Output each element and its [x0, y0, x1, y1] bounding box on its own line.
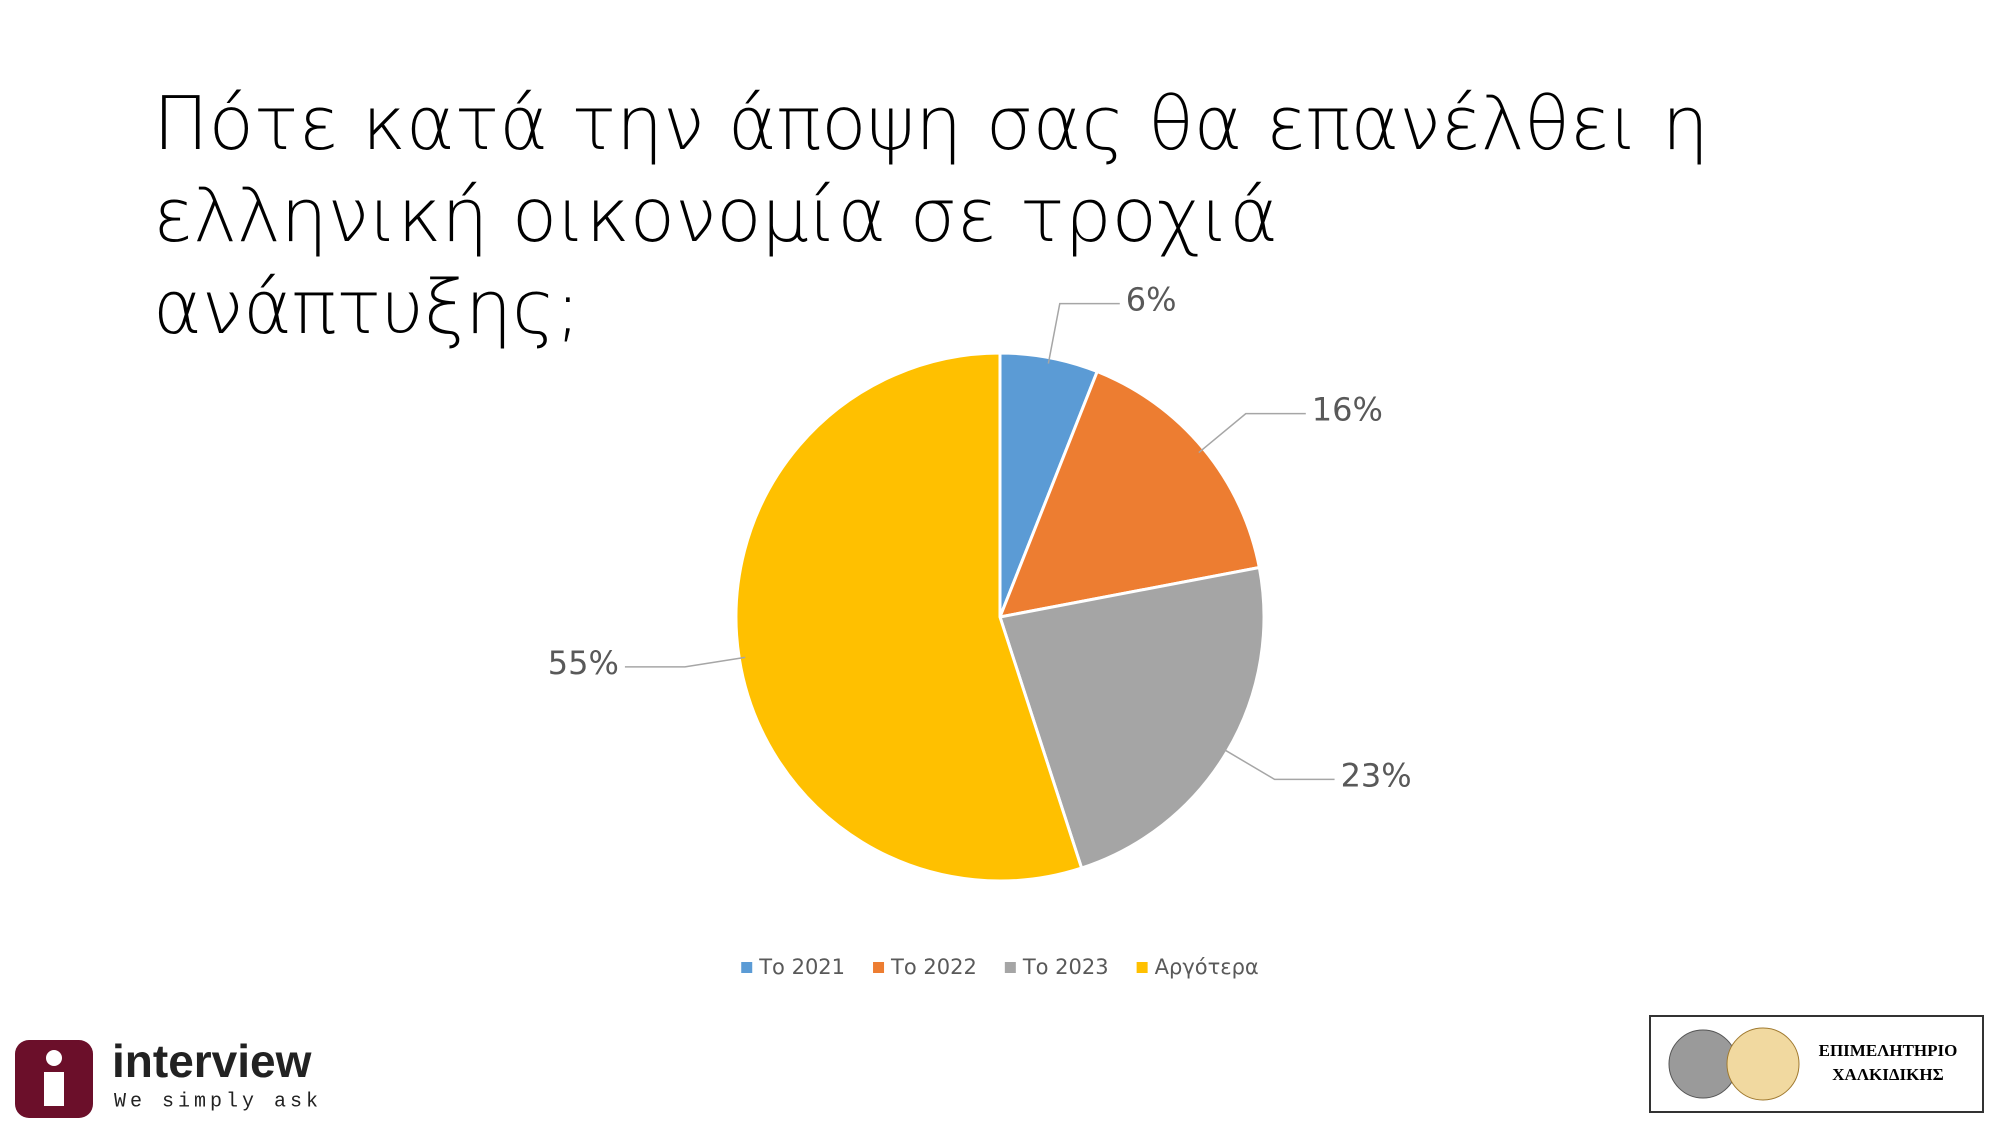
legend-marker	[873, 962, 885, 973]
logo-text: interview	[112, 1035, 312, 1087]
logo-dot	[46, 1050, 62, 1066]
legend-marker	[741, 962, 753, 973]
legend-label: Αργότερα	[1155, 955, 1259, 979]
interview-logo: interview We simply ask	[15, 1035, 322, 1118]
coin	[1726, 1027, 1800, 1101]
leader-line	[1198, 412, 1306, 454]
legend-marker	[1004, 962, 1016, 973]
data-label: 23%	[1341, 756, 1412, 794]
logo-stem	[44, 1072, 64, 1106]
legend-label: Το 2022	[890, 955, 977, 979]
chart-title: Πότε κατά την άποψη σας θα επανέλθει η ε…	[153, 81, 1709, 351]
logo-tagline: We simply ask	[114, 1090, 322, 1113]
logo-text: ΧΑΛΚΙΔΙΚΗΣ	[1832, 1065, 1943, 1084]
legend-label: Το 2023	[1022, 955, 1109, 979]
data-label: 16%	[1312, 391, 1383, 429]
leader-line	[1047, 302, 1120, 364]
legend-marker	[1136, 962, 1148, 973]
data-label: 6%	[1126, 281, 1177, 319]
data-label: 55%	[548, 644, 619, 682]
leader-line	[1221, 747, 1335, 781]
logo-text: ΕΠΙΜΕΛΗΤΗΡΙΟ	[1819, 1041, 1958, 1060]
leader-line	[624, 656, 746, 668]
chamber-logo: ΕΠΙΜΕΛΗΤΗΡΙΟ ΧΑΛΚΙΔΙΚΗΣ	[1649, 1015, 1984, 1113]
legend-label: Το 2021	[758, 955, 845, 979]
